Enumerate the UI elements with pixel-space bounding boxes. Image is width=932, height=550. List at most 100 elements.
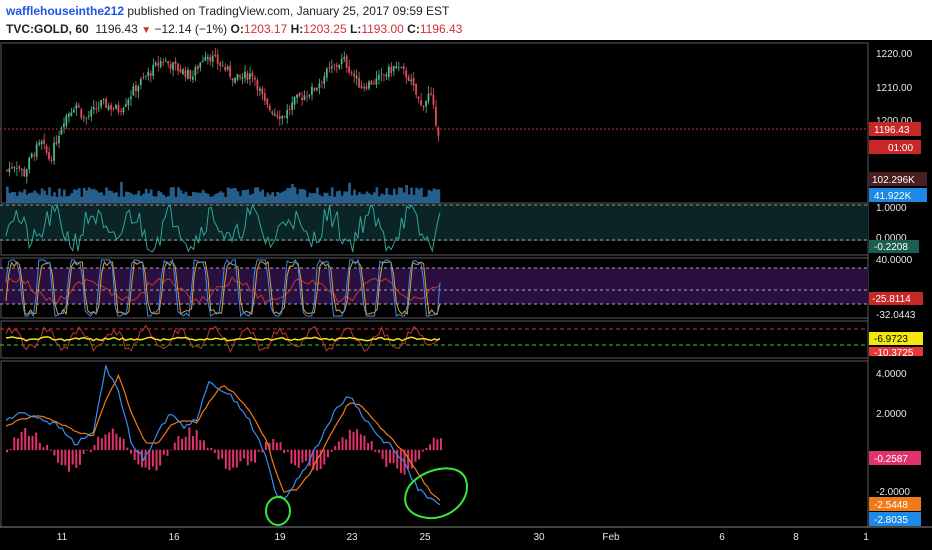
candle-body: [281, 116, 284, 119]
candle-body: [231, 78, 234, 81]
candle-body: [306, 96, 308, 98]
histogram-bar: [254, 449, 256, 463]
volume-bar: [137, 190, 141, 203]
candle-body: [40, 141, 43, 145]
histogram-bar: [319, 449, 322, 470]
candle-body: [177, 63, 179, 71]
macd-line-tag: [869, 512, 921, 526]
histogram-bar: [246, 449, 249, 466]
histogram-bar: [86, 449, 89, 451]
histogram-bar: [108, 432, 111, 451]
volume-bar: [90, 189, 93, 203]
candle-body: [296, 94, 298, 98]
histogram-bar: [6, 449, 8, 453]
candle-body: [152, 64, 155, 76]
histogram-bar: [268, 442, 271, 451]
candle-body: [368, 81, 370, 89]
volume-bar: [373, 192, 376, 203]
down-arrow-icon: ▼: [141, 25, 152, 36]
candle-body: [130, 96, 132, 99]
candle-body: [254, 77, 256, 80]
price-tick: 1210.00: [876, 83, 913, 94]
volume-bar: [229, 188, 232, 203]
volume-bar: [370, 194, 374, 203]
volume-bar: [241, 190, 245, 203]
volume-bar: [333, 196, 337, 203]
volume-bar: [206, 193, 210, 203]
histogram-bar: [224, 449, 227, 469]
candle-body: [33, 155, 36, 157]
candle-body: [249, 73, 251, 79]
chart-canvas[interactable]: 1220.00 1210.00 1200.00 1196.43 01:00 10…: [0, 40, 932, 550]
histogram-bar: [82, 449, 85, 454]
volume-bar: [343, 191, 346, 203]
volume-bar: [102, 195, 106, 203]
candle-body: [244, 71, 246, 78]
volume-bar: [410, 187, 413, 203]
open-label: O:: [230, 22, 244, 36]
volume-bar: [363, 194, 366, 203]
candle-body: [110, 104, 112, 110]
candle-body: [55, 141, 58, 144]
volume-bar: [87, 187, 91, 203]
volume-bar: [224, 196, 227, 203]
volume-bar: [385, 187, 389, 203]
last-price: 1196.43: [95, 22, 138, 36]
cci-panel: [0, 324, 868, 354]
volume-bar: [350, 195, 354, 203]
candle-body: [229, 65, 231, 77]
volume-bar: [400, 187, 403, 203]
candle-body: [328, 67, 331, 69]
author-link[interactable]: wafflehouseinthe212: [6, 4, 125, 18]
candle-body: [420, 100, 422, 106]
candle-body: [239, 75, 241, 77]
candle-body: [226, 66, 229, 70]
volume-bar: [162, 194, 165, 203]
volume-bar: [378, 196, 381, 203]
histogram-bar: [20, 431, 23, 451]
publish-line: wafflehouseinthe212 published on Trading…: [6, 4, 449, 18]
histogram-bar: [16, 438, 19, 451]
histogram-bar: [195, 430, 198, 451]
volume-bar: [340, 195, 344, 203]
volume-bar: [117, 196, 121, 203]
histogram-bar: [192, 436, 194, 451]
symbol-label[interactable]: TVC:GOLD, 60: [6, 22, 89, 36]
volume-bar: [80, 196, 84, 203]
candle-body: [179, 68, 182, 73]
candle-body: [435, 106, 437, 126]
volume-bar: [194, 192, 198, 203]
volume-bar: [345, 191, 349, 203]
volume-tag-2-text: 41.922K: [874, 191, 912, 202]
annotation-circle-right: [404, 467, 468, 520]
time-label: 16: [168, 532, 180, 543]
histogram-bar: [42, 447, 45, 451]
volume-bar: [407, 194, 411, 203]
candle-body: [125, 104, 127, 108]
candle-body: [60, 127, 63, 135]
candle-body: [246, 73, 249, 81]
countdown-tag-text: 01:00: [888, 143, 913, 154]
open-value: 1203.17: [243, 22, 288, 36]
candle-body: [206, 57, 209, 60]
volume-bar: [256, 187, 260, 203]
stoch-k-line: [5, 258, 441, 318]
volume-bar: [40, 188, 44, 203]
volume-bar: [283, 190, 287, 203]
histogram-bar: [159, 449, 162, 466]
candle-body: [95, 108, 98, 110]
candle-body: [311, 86, 313, 95]
histogram-bar: [199, 440, 202, 451]
histogram-bar: [337, 441, 340, 451]
histogram-bar: [359, 434, 362, 451]
volume-bar: [397, 187, 401, 203]
macd-signal-tag-text: -2.5448: [874, 500, 908, 511]
volume-bar: [18, 191, 22, 203]
price-axis[interactable]: 1220.00 1210.00 1200.00 1196.43 01:00 10…: [869, 49, 927, 526]
histogram-bar: [221, 449, 224, 459]
candle-body: [53, 142, 55, 161]
time-axis[interactable]: 11 16 19 23 25 30 Feb 6 8 1: [0, 526, 932, 543]
candle-body: [405, 70, 408, 78]
candle-body: [117, 105, 120, 113]
candle-body: [137, 85, 140, 92]
